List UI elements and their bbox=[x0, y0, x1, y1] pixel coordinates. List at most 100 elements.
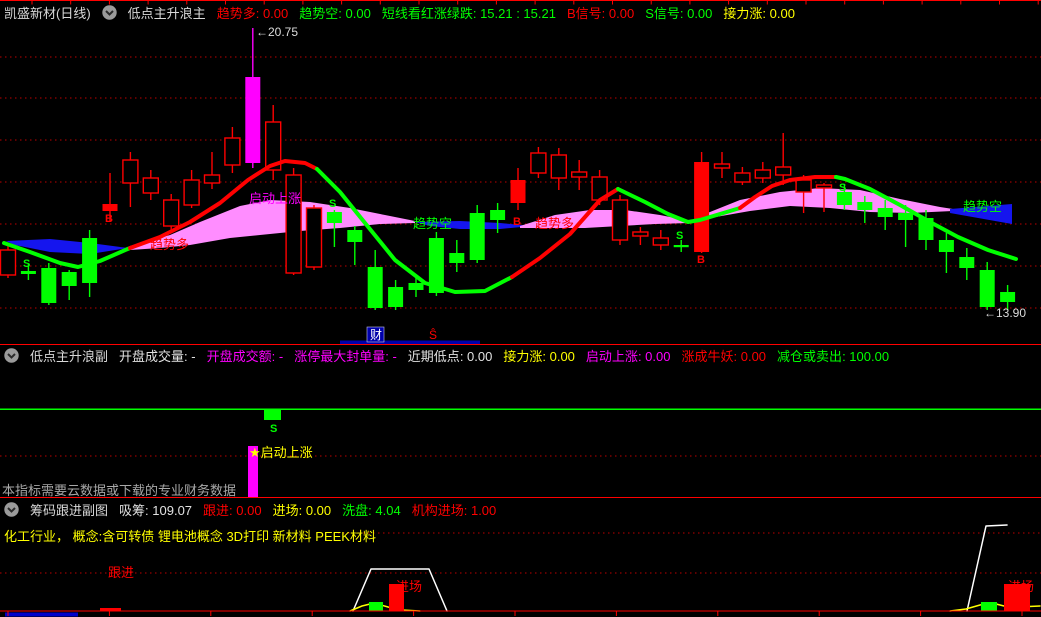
chart-bar bbox=[340, 340, 480, 344]
chevron-down-icon[interactable] bbox=[101, 4, 117, 20]
candle-body bbox=[673, 245, 689, 248]
candle-body-hollow bbox=[265, 121, 282, 171]
indicator-name-launch-sub[interactable]: 低点主升浪副 bbox=[30, 348, 109, 364]
sell-signal-marker: S bbox=[839, 182, 846, 194]
candle-body-hollow bbox=[183, 179, 200, 206]
field-label: 涨成牛妖 bbox=[681, 348, 734, 364]
sub-chart-chip-header: 筹码跟进副图 吸筹: 109.07 跟进: 0.00 进场: 0.00 洗盘: 4.0… bbox=[4, 500, 496, 518]
indicator-name-chip-sub[interactable]: 筹码跟进副图 bbox=[30, 502, 109, 518]
chart-annotation: 趋势多 bbox=[535, 216, 574, 231]
candle-body-hollow bbox=[652, 237, 669, 246]
field-value: 0.00 bbox=[740, 348, 767, 364]
candle-body-hollow bbox=[815, 184, 833, 189]
trend-line bbox=[315, 167, 514, 294]
candle-body bbox=[898, 213, 914, 220]
stock-title[interactable]: 凯盛新材(日线) bbox=[4, 5, 91, 21]
indicator-values-main: 趋势多: 0.00 趋势空: 0.00 短线看红涨绿跌: 15.21 : 15.21… bbox=[217, 3, 795, 22]
field-label: B信号 bbox=[566, 5, 602, 21]
candle-body-hollow bbox=[162, 199, 180, 227]
chart-bar bbox=[369, 602, 383, 611]
field-value: - bbox=[191, 348, 196, 364]
candle-body bbox=[490, 210, 506, 220]
field-label: 洗盘 bbox=[342, 502, 369, 518]
chart-annotation: Ŝ bbox=[429, 327, 437, 342]
candle-body-hollow bbox=[713, 163, 731, 169]
chart-bar bbox=[264, 410, 281, 420]
trend-band bbox=[700, 188, 953, 221]
chart-annotation: 财 bbox=[370, 328, 382, 342]
candle-body-hollow bbox=[611, 199, 629, 241]
sell-signal-marker: S bbox=[329, 198, 336, 210]
candle-body bbox=[938, 240, 954, 252]
field-enter: 进场: 0.00 bbox=[272, 502, 332, 518]
chart-annotation: ←13.90 bbox=[984, 306, 1026, 320]
field-value: 0.00 bbox=[467, 348, 493, 364]
field-label: 开盘成交额 bbox=[206, 348, 272, 364]
chart-annotation: 趋势空 bbox=[413, 216, 452, 231]
field-label: 趋势多 bbox=[216, 5, 256, 21]
chart-bar bbox=[1004, 584, 1030, 611]
chart-annotation: 进场 bbox=[1008, 579, 1034, 594]
field-label: 启动上涨 bbox=[585, 348, 638, 364]
field-label: 趋势空 bbox=[299, 5, 339, 21]
main-chart-header: 凯盛新材(日线) 低点主升浪主 趋势多: 0.00 趋势空: 0.00 短线看红涨绿… bbox=[4, 3, 795, 21]
field-trend-short: 趋势空: 0.00 bbox=[299, 5, 371, 21]
candle-body bbox=[367, 267, 383, 308]
field-value: 0.00 bbox=[549, 348, 575, 364]
candle-body bbox=[857, 202, 873, 210]
candle-body-hollow bbox=[795, 179, 812, 193]
trend-line bbox=[966, 524, 1008, 612]
chevron-down-icon[interactable] bbox=[4, 347, 19, 363]
indicator-name-main[interactable]: 低点主升浪主 bbox=[127, 5, 206, 21]
candle-body bbox=[836, 192, 852, 205]
chart-annotation: 化工行业， 概念:含可转债 锂电池概念 3D打印 新材料 PEEK材料 bbox=[4, 529, 376, 544]
field-value: 0.00 bbox=[645, 348, 671, 364]
candle-body-hollow bbox=[203, 174, 221, 184]
trend-line bbox=[738, 175, 838, 210]
chart-annotation: 跟进 bbox=[108, 565, 134, 580]
field-label: 短线看红涨绿跌 bbox=[381, 5, 473, 21]
candle-body bbox=[979, 270, 995, 307]
field-value: 15.21 : 15.21 bbox=[480, 5, 556, 21]
candle-body-hollow bbox=[571, 171, 588, 178]
field-value: 0.00 bbox=[262, 5, 289, 21]
candle-body-hollow bbox=[142, 177, 160, 194]
chart-bar bbox=[981, 602, 997, 611]
sell-signal-marker: S bbox=[270, 423, 277, 435]
trend-line bbox=[128, 159, 319, 250]
candle-body bbox=[510, 180, 526, 203]
field-wash: 洗盘: 4.04 bbox=[342, 502, 401, 518]
field-limit-max-order: 涨停最大封单量: - bbox=[294, 348, 397, 364]
field-open-amount: 开盘成交额: - bbox=[206, 348, 284, 364]
field-value: 0.00 bbox=[769, 5, 795, 21]
chevron-down-icon[interactable] bbox=[4, 501, 19, 517]
buy-signal-marker: B bbox=[697, 254, 705, 266]
field-absorb: 吸筹: 109.07 bbox=[119, 502, 193, 518]
field-open-volume: 开盘成交量: - bbox=[119, 348, 196, 364]
field-trend-long: 趋势多: 0.00 bbox=[216, 5, 289, 21]
indicator-values-chip-sub: 吸筹: 109.07 跟进: 0.00 进场: 0.00 洗盘: 4.04 机构进场: … bbox=[119, 500, 496, 519]
sub-chart-launch-header: 低点主升浪副 开盘成交量: - 开盘成交额: - 涨停最大封单量: - 近期低点: 0… bbox=[4, 346, 889, 364]
chart-annotation: 趋势多 bbox=[150, 237, 189, 252]
label-badge[interactable] bbox=[366, 326, 385, 343]
chart-bar bbox=[5, 612, 78, 617]
chart-annotation: 启动上涨 bbox=[249, 191, 301, 206]
trend-line bbox=[2, 241, 132, 269]
trend-line bbox=[352, 568, 448, 612]
candle-body bbox=[61, 272, 77, 286]
indicator-values-launch-sub: 开盘成交量: - 开盘成交额: - 涨停最大封单量: - 近期低点: 0.00 接力涨:… bbox=[119, 346, 889, 365]
trend-line bbox=[349, 602, 421, 612]
chart-bar bbox=[248, 446, 258, 497]
candle-body-hollow bbox=[775, 166, 792, 176]
field-follow: 跟进: 0.00 bbox=[203, 502, 262, 518]
candle-body bbox=[82, 238, 98, 283]
candle-body bbox=[959, 257, 975, 268]
sell-signal-marker: S bbox=[23, 258, 30, 270]
field-value: 0.00 bbox=[608, 5, 635, 21]
candle-body bbox=[449, 253, 465, 263]
trend-band bbox=[520, 210, 690, 228]
